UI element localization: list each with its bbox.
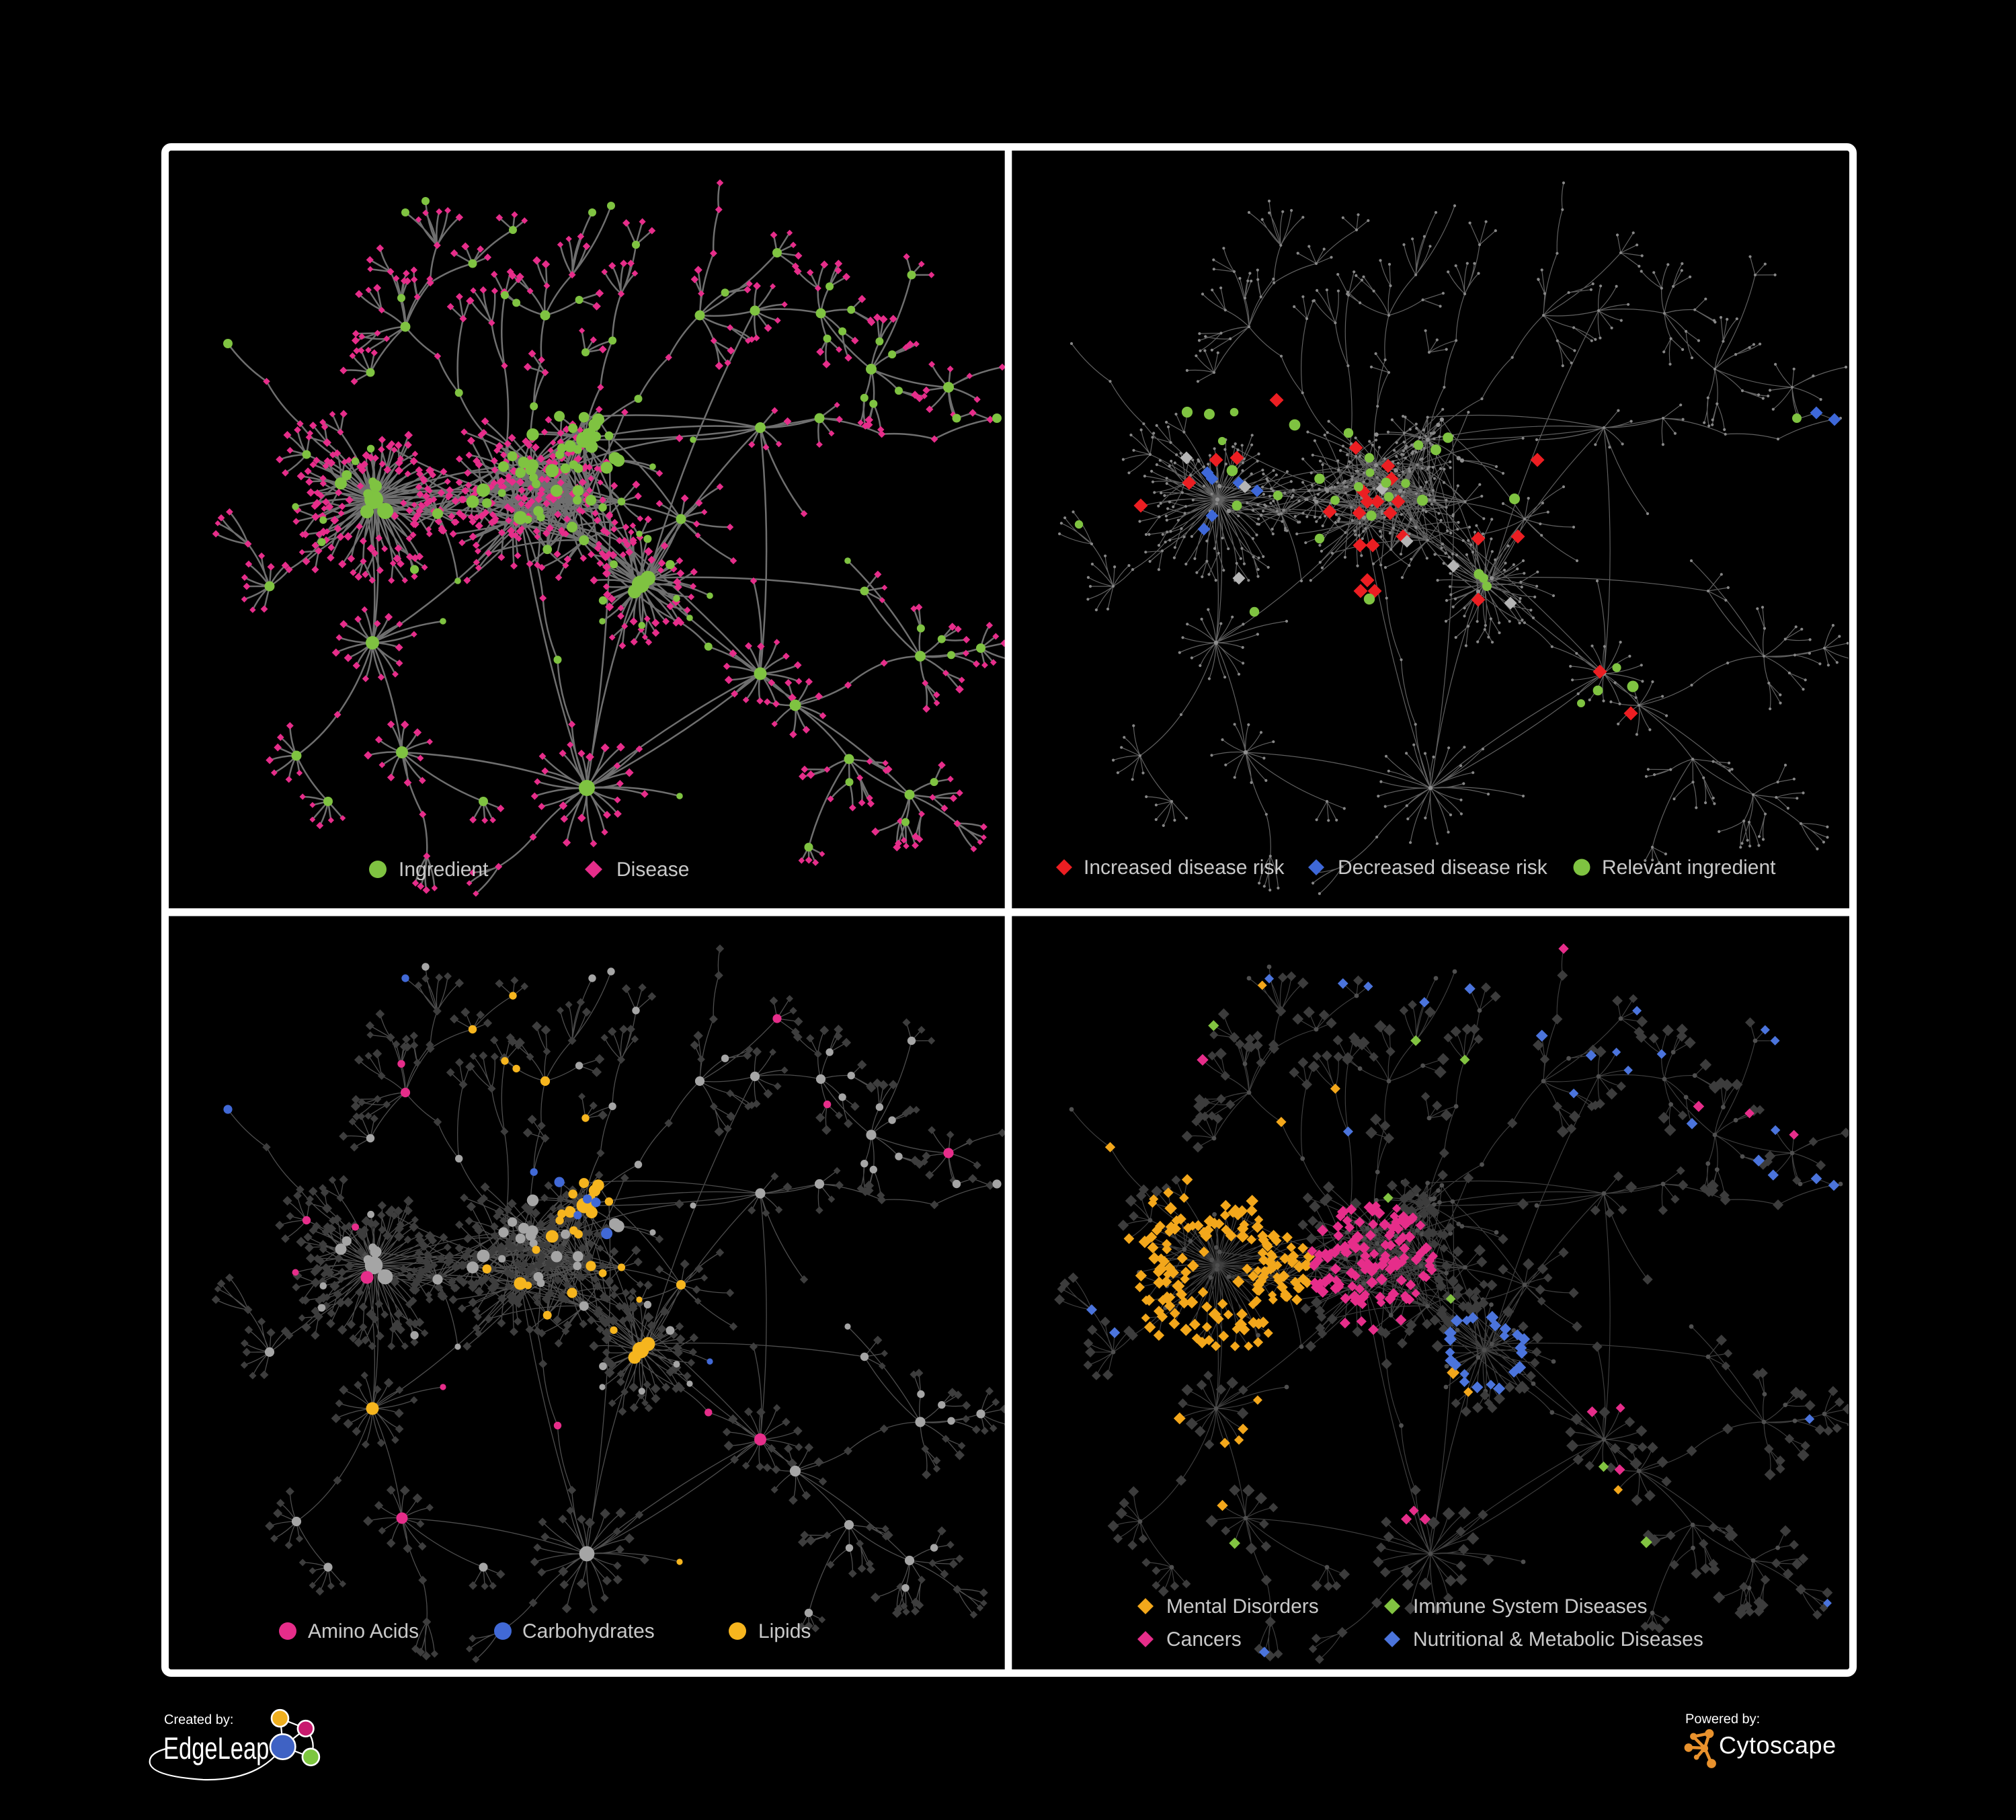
- svg-text:Cancers: Cancers: [1166, 1628, 1242, 1651]
- svg-text:Increased disease risk: Increased disease risk: [1084, 857, 1285, 879]
- svg-text:Cytoscape: Cytoscape: [1719, 1731, 1837, 1759]
- svg-text:Immune System Diseases: Immune System Diseases: [1413, 1595, 1647, 1618]
- svg-text:Carbohydrates: Carbohydrates: [522, 1620, 655, 1643]
- svg-text:Created by:: Created by:: [164, 1712, 233, 1727]
- svg-text:Disease: Disease: [616, 859, 689, 881]
- svg-text:Nutritional & Metabolic Diseas: Nutritional & Metabolic Diseases: [1413, 1628, 1703, 1651]
- svg-text:Ingredient: Ingredient: [399, 859, 489, 881]
- svg-text:Mental Disorders: Mental Disorders: [1166, 1595, 1319, 1618]
- svg-text:Powered by:: Powered by:: [1685, 1712, 1760, 1727]
- svg-text:Lipids: Lipids: [758, 1620, 811, 1643]
- svg-text:Relevant ingredient: Relevant ingredient: [1602, 857, 1776, 879]
- svg-text:Decreased disease risk: Decreased disease risk: [1338, 857, 1548, 879]
- svg-text:EdgeLeap: EdgeLeap: [163, 1731, 269, 1766]
- svg-text:Amino Acids: Amino Acids: [308, 1620, 419, 1643]
